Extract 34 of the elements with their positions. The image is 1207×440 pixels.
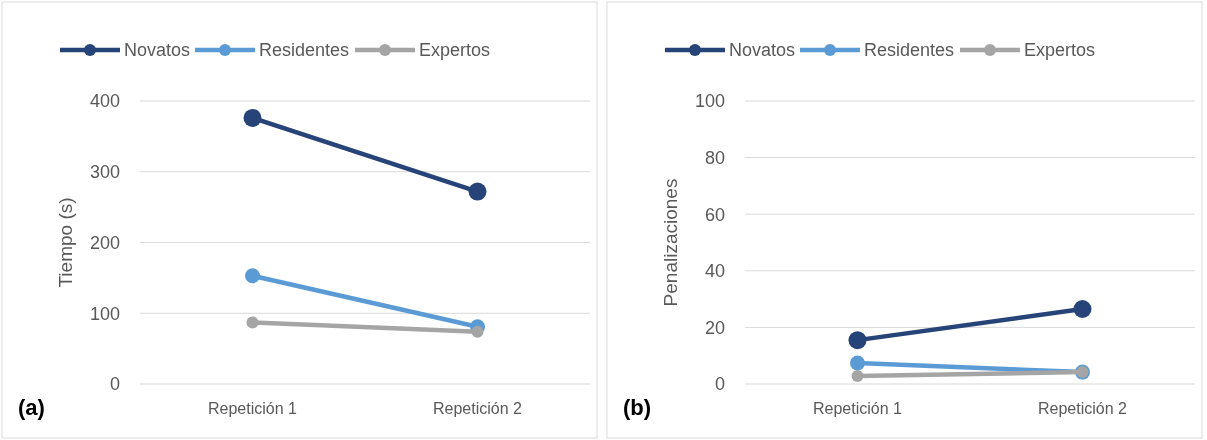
- y-tick-label: 100: [89, 303, 120, 324]
- y-axis-title: Penalizaciones: [660, 178, 681, 307]
- y-tick-label: 100: [694, 91, 725, 112]
- y-tick-label: 400: [89, 91, 120, 112]
- text: (b): [623, 395, 652, 420]
- y-tick-label: 40: [704, 261, 725, 282]
- y-tick-label: 0: [109, 374, 120, 395]
- y-tick-label: 20: [704, 317, 725, 338]
- legend-label: Residentes: [864, 40, 955, 61]
- x-tick-label: Repetición 1: [208, 400, 298, 417]
- point: [246, 316, 259, 329]
- y-tick-label: 0: [714, 374, 725, 395]
- legend-label: Expertos: [1024, 40, 1096, 61]
- legend-label: Residentes: [259, 40, 350, 61]
- y-tick-label: 300: [89, 162, 120, 183]
- point: [468, 182, 487, 201]
- legend-label: Novatos: [729, 40, 796, 61]
- y-tick-label: 200: [89, 232, 120, 253]
- text: (a): [18, 395, 45, 420]
- y-axis-title: Tiempo (s): [55, 197, 76, 288]
- point: [850, 355, 865, 371]
- x-tick-label: Repetición 2: [433, 400, 523, 417]
- x-tick-label: Repetición 2: [1038, 400, 1128, 417]
- point: [245, 268, 260, 284]
- point: [851, 370, 864, 383]
- y-tick-label: 80: [704, 147, 725, 168]
- point: [471, 325, 484, 338]
- legend-label: Novatos: [124, 40, 191, 61]
- point: [243, 108, 262, 127]
- x-tick-label: Repetición 1: [813, 400, 903, 417]
- y-tick-label: 60: [704, 204, 725, 225]
- point: [1073, 300, 1092, 319]
- point: [848, 331, 867, 350]
- legend-label: Expertos: [419, 40, 491, 61]
